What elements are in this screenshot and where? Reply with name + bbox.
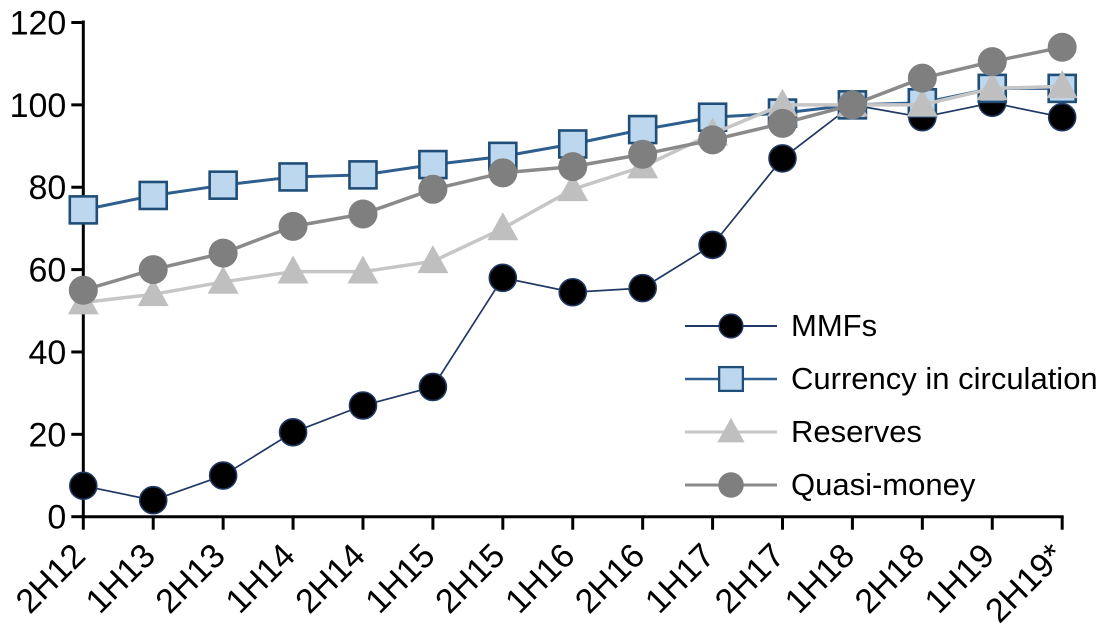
- marker-mmfs: [488, 263, 518, 293]
- x-axis-tick-label: 2H17: [708, 536, 792, 620]
- x-axis-tick-label: 1H18: [778, 536, 862, 620]
- mmfs-line-marker-icon: [685, 312, 777, 339]
- x-axis-tick-label: 2H15: [428, 536, 512, 620]
- marker-mmfs: [138, 485, 168, 515]
- marker-reserves: [906, 88, 938, 117]
- legend-marker-mmfs: [718, 312, 744, 339]
- marker-quasi-money: [418, 174, 448, 204]
- legend-item-mmfs: MMFs: [683, 299, 1098, 352]
- legend-label-quasi-money: Quasi-money: [791, 467, 976, 502]
- quasi-money-line-marker-icon: [685, 471, 777, 498]
- series-quasi-money: [68, 32, 1077, 305]
- marker-mmfs: [208, 461, 238, 490]
- x-axis-tick-label: 2H14: [288, 536, 372, 620]
- marker-quasi-money: [628, 139, 658, 169]
- currency-line-marker-icon: [685, 365, 777, 392]
- marker-reserves: [976, 72, 1008, 101]
- legend-label-reserves: Reserves: [791, 414, 922, 449]
- legend-marker-reserves: [717, 417, 745, 442]
- x-axis-tick-label: 1H15: [358, 536, 442, 620]
- y-axis-tick-label: 100: [10, 87, 67, 125]
- legend: MMFs Currency in circulation Reserves Qu…: [683, 299, 1098, 511]
- marker-mmfs: [628, 273, 657, 303]
- marker-mmfs: [698, 230, 727, 260]
- x-axis-tick-label: 2H16: [568, 536, 652, 620]
- x-axis-tick-label: 1H17: [638, 536, 722, 620]
- legend-item-quasi-money: Quasi-money: [683, 458, 1098, 511]
- marker-quasi-money: [138, 255, 168, 285]
- y-axis-tick-label: 0: [47, 499, 66, 537]
- legend-label-currency-in-circulation: Currency in circulation: [791, 361, 1098, 396]
- marker-quasi-money: [348, 199, 378, 229]
- marker-reserves: [557, 173, 589, 202]
- marker-mmfs: [768, 144, 797, 173]
- marker-currency-in-circulation: [208, 170, 238, 200]
- y-axis-tick-label: 40: [28, 334, 66, 372]
- marker-reserves: [277, 255, 309, 284]
- marker-quasi-money: [977, 47, 1007, 77]
- marker-quasi-money: [278, 211, 308, 241]
- marker-quasi-money: [488, 158, 518, 188]
- marker-mmfs: [348, 391, 378, 420]
- marker-reserves: [487, 212, 519, 241]
- reserves-line-marker-icon: [685, 417, 777, 442]
- marker-quasi-money: [907, 63, 937, 93]
- y-axis-tick-label: 80: [28, 169, 66, 207]
- marker-quasi-money: [1047, 32, 1077, 62]
- x-axis-tick-label: 2H19*: [978, 536, 1072, 630]
- marker-quasi-money: [558, 152, 588, 182]
- x-axis-tick-label: 2H18: [848, 536, 932, 620]
- marker-reserves: [767, 88, 798, 117]
- x-axis-tick-label: 1H16: [498, 536, 582, 620]
- marker-currency-in-circulation: [348, 160, 378, 190]
- marker-quasi-money: [768, 108, 797, 138]
- marker-mmfs: [1047, 102, 1077, 132]
- marker-mmfs: [69, 471, 98, 501]
- marker-currency-in-circulation: [418, 149, 448, 180]
- x-axis-tick-label: 2H13: [148, 536, 232, 620]
- marker-mmfs: [278, 417, 308, 447]
- marker-reserves: [207, 265, 239, 294]
- marker-reserves: [1046, 70, 1078, 99]
- marker-quasi-money: [698, 125, 728, 155]
- marker-quasi-money: [837, 90, 867, 120]
- marker-mmfs: [558, 277, 588, 307]
- marker-currency-in-circulation: [278, 162, 308, 192]
- marker-quasi-money: [68, 275, 98, 305]
- legend-item-reserves: Reserves: [683, 405, 1098, 458]
- marker-reserves: [137, 278, 169, 307]
- x-axis-tick-label: 2H12: [9, 536, 93, 620]
- marker-mmfs: [418, 372, 448, 402]
- legend-item-currency-in-circulation: Currency in circulation: [683, 352, 1098, 405]
- marker-reserves: [347, 255, 379, 284]
- marker-quasi-money: [208, 238, 238, 268]
- x-axis-tick-label: 1H13: [79, 536, 163, 620]
- marker-currency-in-circulation: [68, 195, 99, 225]
- legend-marker-currency-in-circulation: [717, 365, 745, 392]
- marker-currency-in-circulation: [138, 180, 169, 211]
- y-axis-tick-label: 20: [28, 416, 66, 454]
- x-axis-tick-label: 1H14: [218, 536, 302, 620]
- y-axis-tick-label: 120: [10, 5, 67, 43]
- y-axis-tick-label: 60: [28, 252, 66, 290]
- marker-reserves: [417, 245, 449, 274]
- marker-currency-in-circulation: [627, 114, 658, 145]
- legend-marker-quasi-money: [718, 471, 744, 498]
- legend-label-mmfs: MMFs: [791, 308, 878, 343]
